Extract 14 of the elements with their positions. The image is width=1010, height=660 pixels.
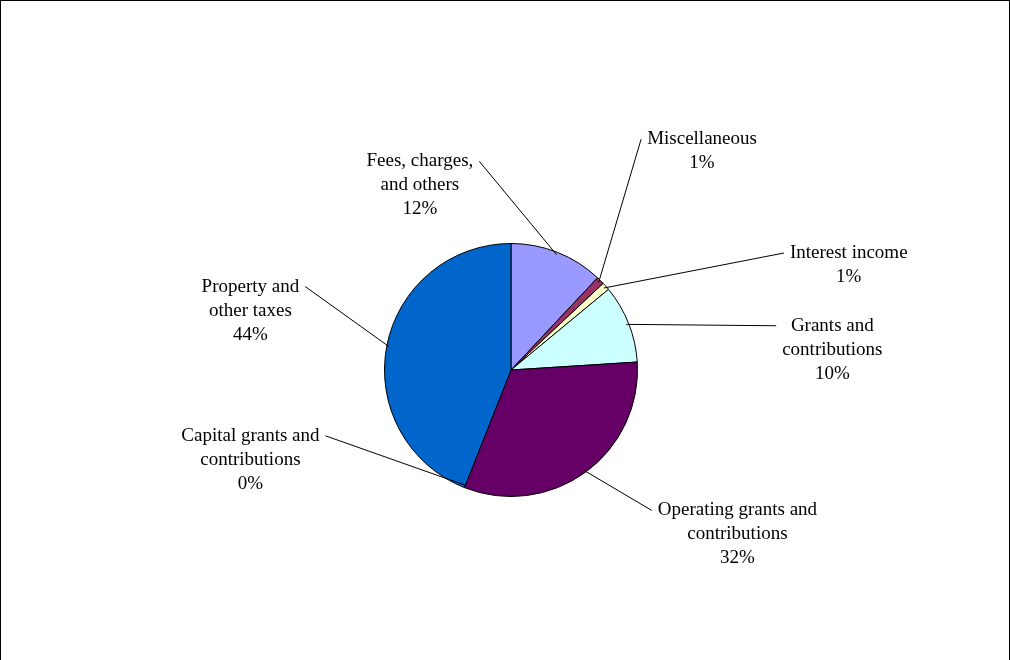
- slice-label: Operating grants and contributions: [657, 498, 818, 544]
- data-label: 1%: [689, 151, 715, 173]
- data-label: 10%: [814, 361, 850, 383]
- slice-label: Fees, charges, and others: [366, 149, 474, 195]
- slice-label: Interest income: [789, 240, 908, 262]
- slice-label: Property and other taxes: [201, 274, 300, 320]
- category-label: Capital grants and contributions: [181, 423, 320, 469]
- slice-label: Grants and contributions: [782, 313, 883, 359]
- slice-label: Miscellaneous: [647, 127, 757, 149]
- data-label: 1%: [836, 264, 862, 286]
- data-label: 32%: [720, 546, 756, 568]
- text: 0%: [237, 471, 264, 493]
- data-label: 44%: [233, 322, 268, 344]
- data-label: 12%: [402, 197, 438, 219]
